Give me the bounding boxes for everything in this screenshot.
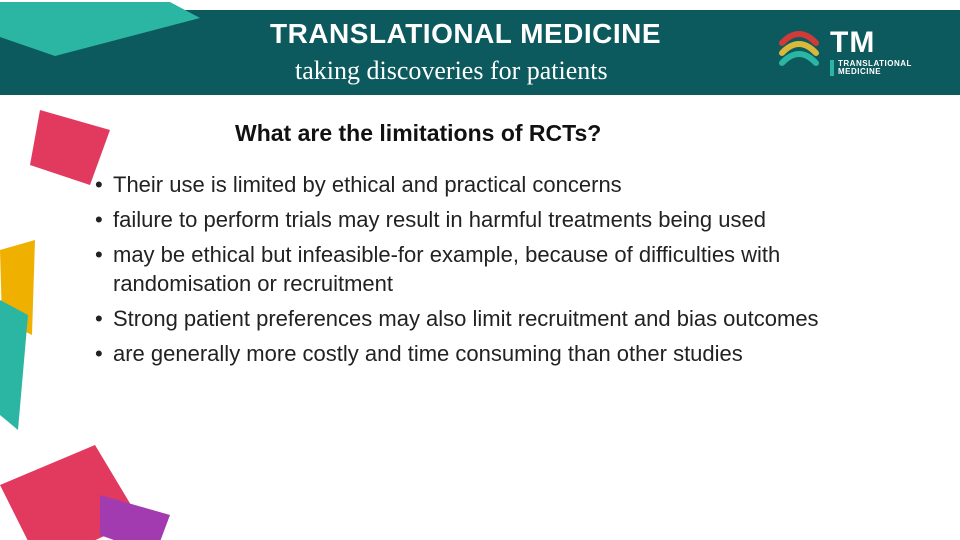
- list-item-text: failure to perform trials may result in …: [113, 205, 766, 234]
- bullet-marker: •: [95, 240, 113, 298]
- logo-text: TM TRANSLATIONAL MEDICINE: [830, 28, 912, 76]
- list-item-text: are generally more costly and time consu…: [113, 339, 743, 368]
- list-item: •Strong patient preferences may also lim…: [95, 304, 900, 333]
- list-item-text: may be ethical but infeasible-for exampl…: [113, 240, 900, 298]
- logo-initials: TM: [830, 28, 912, 58]
- decor-shape: [0, 2, 200, 61]
- logo-swirl-icon: [776, 29, 822, 75]
- decor-shape: [30, 110, 110, 190]
- section-title: What are the limitations of RCTs?: [235, 120, 601, 147]
- logo: TM TRANSLATIONAL MEDICINE: [776, 16, 936, 88]
- list-item: •may be ethical but infeasible-for examp…: [95, 240, 900, 298]
- bullet-marker: •: [95, 304, 113, 333]
- decor-shape: [100, 495, 170, 540]
- list-item-text: Their use is limited by ethical and prac…: [113, 170, 622, 199]
- logo-label: TRANSLATIONAL MEDICINE: [830, 60, 912, 76]
- bullet-list: •Their use is limited by ethical and pra…: [95, 170, 900, 374]
- page-title: TRANSLATIONAL MEDICINE: [270, 18, 661, 50]
- list-item-text: Strong patient preferences may also limi…: [113, 304, 819, 333]
- list-item: •Their use is limited by ethical and pra…: [95, 170, 900, 199]
- bullet-marker: •: [95, 205, 113, 234]
- page-subtitle: taking discoveries for patients: [295, 56, 608, 86]
- list-item: •are generally more costly and time cons…: [95, 339, 900, 368]
- decor-shape: [0, 300, 28, 435]
- list-item: •failure to perform trials may result in…: [95, 205, 900, 234]
- bullet-marker: •: [95, 339, 113, 368]
